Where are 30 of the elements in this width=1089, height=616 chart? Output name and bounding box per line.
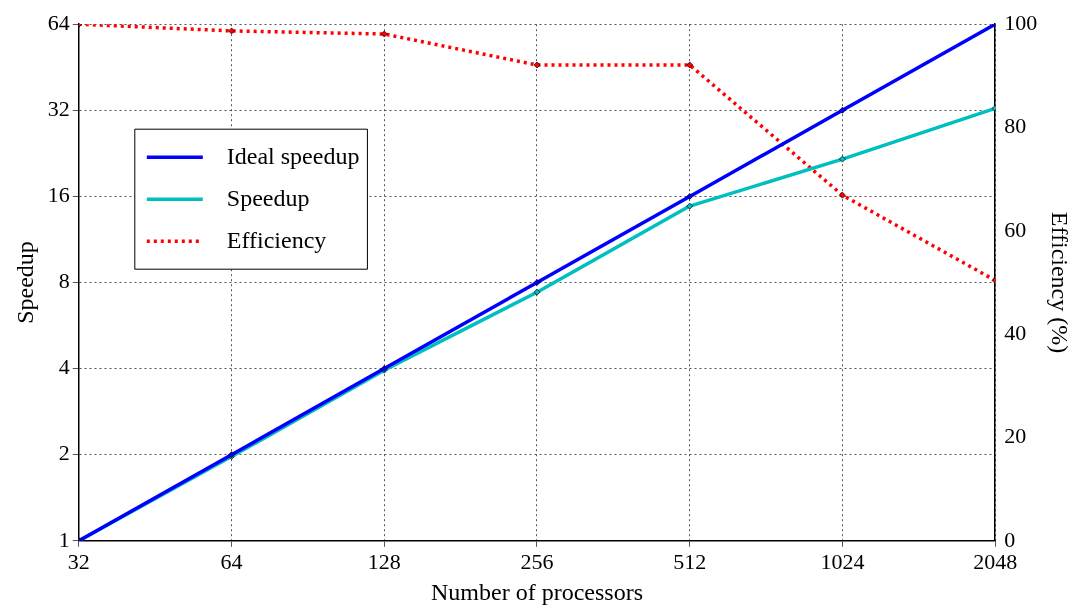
y-tick-label: 16	[47, 182, 70, 208]
y2-tick-label: 40	[1004, 319, 1027, 345]
y2-tick-label: 20	[1004, 423, 1027, 449]
y-axis-title: Speedup	[11, 241, 38, 324]
point	[533, 279, 541, 286]
point	[839, 106, 846, 114]
point	[533, 288, 541, 296]
y2-tick-label: 80	[1004, 113, 1027, 139]
legend-label: Speedup	[226, 185, 310, 212]
y-tick-label: 2	[58, 440, 70, 466]
legend-label: Ideal speedup	[226, 143, 360, 170]
x-tick-label: 128	[367, 548, 401, 574]
x-tick-label: 512	[673, 548, 707, 574]
y-tick-label: 64	[47, 9, 70, 35]
y-tick-label: 32	[47, 96, 70, 122]
point	[686, 202, 694, 210]
point	[991, 105, 996, 112]
point	[839, 155, 846, 163]
y-tick-label: 4	[58, 354, 70, 380]
y-tick-label: 8	[58, 268, 70, 294]
point	[686, 193, 694, 200]
y-tick-label: 1	[58, 526, 70, 552]
x-tick-label: 256	[520, 548, 554, 574]
x-tick-label: 64	[220, 548, 243, 574]
x-axis-title: Number of processors	[431, 578, 643, 605]
y2-tick-label: 100	[1004, 9, 1038, 35]
y2-axis-title: Efficiency (%)	[1047, 211, 1074, 354]
x-tick-label: 1024	[820, 548, 865, 574]
legend-label: Efficiency	[226, 227, 327, 254]
y2-tick-label: 60	[1004, 216, 1027, 242]
